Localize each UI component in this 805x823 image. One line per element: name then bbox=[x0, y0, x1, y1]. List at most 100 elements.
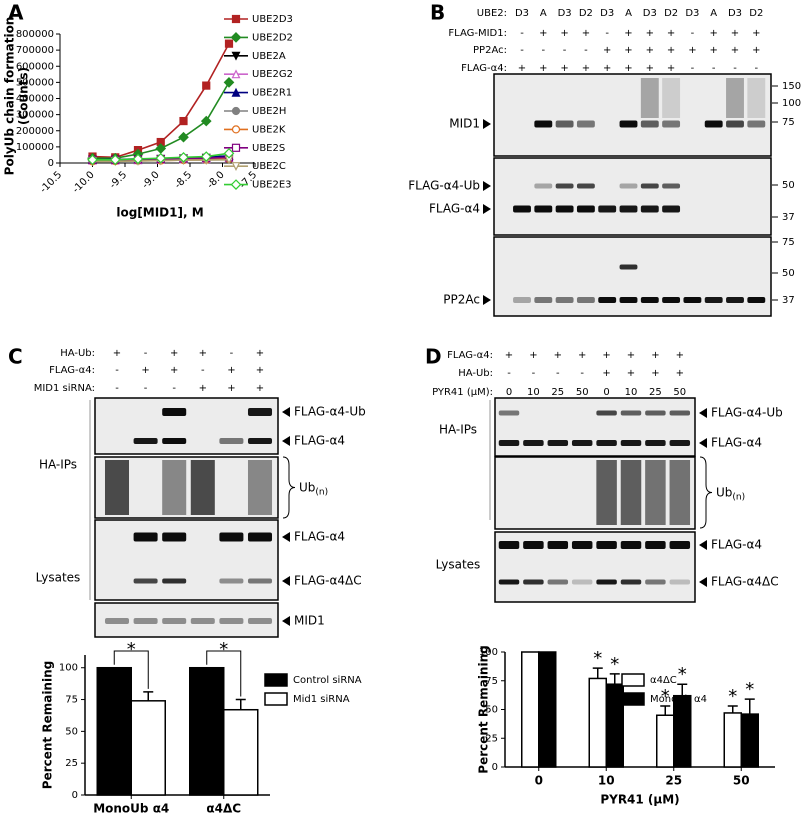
mw-marker: 37 bbox=[782, 212, 795, 223]
band-arrow bbox=[282, 532, 290, 542]
x-tick-label: -8.5 bbox=[173, 169, 195, 191]
marker bbox=[230, 179, 242, 190]
significance-star: * bbox=[728, 686, 737, 707]
blot-band bbox=[104, 618, 130, 624]
blot-band bbox=[247, 438, 273, 444]
blot-panel bbox=[94, 397, 279, 455]
lane-condition: + bbox=[688, 45, 696, 56]
legend-label: UBE2D3 bbox=[252, 14, 293, 25]
marker bbox=[223, 77, 235, 88]
blot-band bbox=[619, 120, 638, 128]
legend-swatch bbox=[621, 673, 645, 687]
blot-band bbox=[162, 408, 187, 416]
x-tick-label: α4ΔC bbox=[206, 802, 241, 816]
blot-panel bbox=[494, 397, 696, 457]
lane-condition: - bbox=[556, 368, 560, 379]
band-arrow bbox=[699, 540, 707, 550]
lane-condition: + bbox=[518, 63, 526, 74]
x-axis-title: PYR41 (μM) bbox=[600, 793, 679, 807]
blot-panel bbox=[493, 157, 772, 236]
blot-band bbox=[534, 205, 553, 213]
lane-condition: + bbox=[667, 63, 675, 74]
y-tick-label: 0 bbox=[72, 790, 78, 801]
lane-condition: + bbox=[560, 63, 568, 74]
lane-condition: + bbox=[646, 63, 654, 74]
lane-condition: - bbox=[115, 365, 119, 376]
blot-band bbox=[645, 410, 666, 416]
panel-letter: A bbox=[8, 1, 24, 25]
blot-band bbox=[555, 297, 574, 303]
lane-condition: + bbox=[554, 350, 562, 361]
band-label: FLAG-α4-Ub bbox=[294, 405, 366, 419]
blot-smear bbox=[726, 78, 744, 118]
lane-condition: + bbox=[582, 63, 590, 74]
condition-label: MID1 siRNA: bbox=[34, 383, 95, 394]
blot-band bbox=[669, 541, 691, 549]
y-tick-label: 700000 bbox=[16, 45, 54, 56]
legend-label: α4ΔC bbox=[650, 675, 677, 686]
error-bar bbox=[660, 705, 671, 716]
bar bbox=[96, 666, 132, 796]
lane-condition: + bbox=[627, 350, 635, 361]
legend-label: UBE2G2 bbox=[252, 69, 293, 80]
lane-condition: D3 bbox=[515, 8, 529, 19]
lane-condition: D3 bbox=[600, 8, 614, 19]
error-bar bbox=[744, 698, 755, 715]
x-tick-label: 10 bbox=[598, 774, 615, 788]
group-label: Lysates bbox=[36, 571, 81, 585]
y-tick-label: 50 bbox=[65, 726, 78, 737]
blot-band bbox=[669, 410, 691, 416]
lane-condition: - bbox=[605, 28, 609, 39]
blot-smear bbox=[620, 460, 642, 525]
y-tick-label: 800000 bbox=[16, 29, 54, 40]
marker bbox=[178, 152, 189, 163]
lane-condition: + bbox=[227, 383, 235, 394]
blot-band bbox=[576, 120, 595, 128]
lane-condition: + bbox=[560, 28, 568, 39]
blot-band bbox=[547, 440, 569, 446]
legend-swatch bbox=[264, 692, 288, 706]
blot-band bbox=[662, 205, 681, 213]
blot-band bbox=[598, 297, 617, 303]
lane-condition: + bbox=[529, 350, 537, 361]
band-label: Ub(n) bbox=[299, 480, 328, 497]
blot-smear bbox=[162, 460, 187, 515]
band-arrow bbox=[483, 119, 491, 129]
blot-band bbox=[596, 579, 617, 585]
lane-condition: + bbox=[752, 28, 760, 39]
marker bbox=[231, 14, 241, 24]
blot-band bbox=[576, 205, 595, 213]
lane-condition: 0 bbox=[506, 387, 512, 398]
lane-condition: + bbox=[578, 350, 586, 361]
marker bbox=[178, 131, 189, 143]
lane-condition: - bbox=[507, 368, 511, 379]
lane-condition: + bbox=[624, 45, 632, 56]
lane-condition: + bbox=[651, 368, 659, 379]
lane-condition: - bbox=[144, 348, 148, 359]
blot-band bbox=[162, 578, 187, 584]
bar bbox=[605, 683, 624, 768]
x-tick-label: 50 bbox=[733, 774, 750, 788]
band-arrow bbox=[282, 576, 290, 586]
blot-band bbox=[619, 264, 638, 270]
x-tick-label: 25 bbox=[665, 774, 682, 788]
marker bbox=[231, 87, 241, 97]
band-label: FLAG-α4 bbox=[429, 202, 480, 216]
lane-condition: D3 bbox=[643, 8, 657, 19]
blot-band bbox=[596, 410, 617, 416]
lane-condition: - bbox=[754, 63, 758, 74]
lane-condition: + bbox=[651, 350, 659, 361]
lane-condition: - bbox=[230, 348, 234, 359]
blot-band bbox=[513, 205, 531, 213]
marker bbox=[155, 152, 167, 164]
legend-label: UBE2S bbox=[252, 143, 285, 154]
y-tick-label: 100 bbox=[479, 647, 498, 658]
blot-smear bbox=[190, 460, 215, 515]
band-label-sub: (n) bbox=[315, 487, 328, 497]
band-arrow bbox=[282, 436, 290, 446]
blot-band bbox=[620, 410, 642, 416]
blot-band bbox=[571, 440, 593, 446]
lane-condition: A bbox=[710, 8, 717, 19]
significance-star: * bbox=[219, 639, 228, 660]
